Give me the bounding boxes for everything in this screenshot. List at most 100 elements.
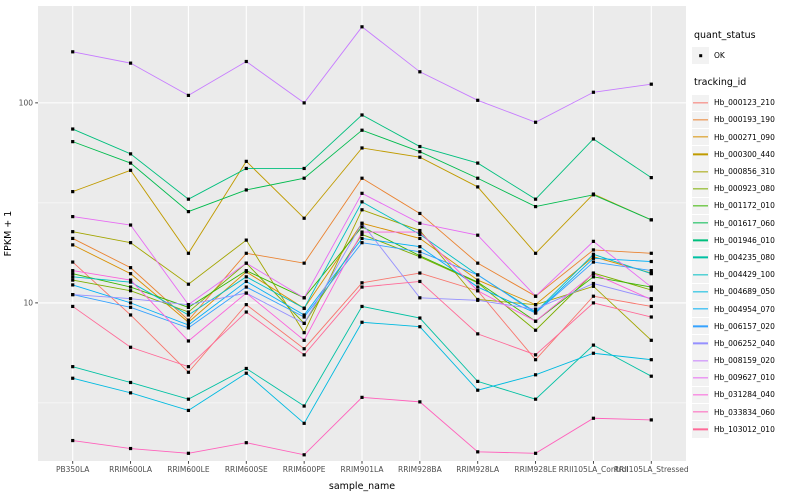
data-point <box>244 59 248 64</box>
data-point <box>418 150 422 154</box>
legend-title-quant-status: quant_status <box>694 30 756 41</box>
data-point <box>533 353 538 357</box>
data-point <box>649 315 653 319</box>
legend-key <box>692 352 709 369</box>
legend-key <box>692 180 709 197</box>
data-point <box>418 254 422 258</box>
x-tick-label: RRIM901LA <box>341 465 385 474</box>
legend-item: Hb_006157_020 <box>692 318 800 335</box>
line-swatch-icon <box>693 239 708 241</box>
data-point <box>186 210 191 214</box>
legend-label: Hb_000300_440 <box>714 149 775 159</box>
legend-key <box>692 146 709 163</box>
y-axis-title: FPKM + 1 <box>3 211 14 257</box>
legend-gap <box>692 64 800 77</box>
data-point <box>71 127 75 131</box>
data-point <box>360 25 364 29</box>
data-point <box>244 166 248 171</box>
data-point <box>186 365 191 369</box>
data-point <box>302 404 306 408</box>
data-point <box>244 269 248 273</box>
data-point <box>418 211 422 216</box>
data-point <box>476 289 480 293</box>
legend-label: Hb_001946_010 <box>714 235 775 245</box>
data-point <box>533 451 538 455</box>
data-point <box>476 379 480 384</box>
data-point <box>71 304 75 309</box>
legend-item: Hb_001172_010 <box>692 197 800 215</box>
data-point <box>649 251 653 255</box>
data-point <box>591 281 596 286</box>
legend-label: Hb_001617_060 <box>714 218 775 228</box>
data-point <box>71 190 75 194</box>
data-point <box>360 225 364 229</box>
data-point <box>302 296 306 300</box>
data-point <box>476 332 480 336</box>
line-swatch-icon <box>693 308 708 310</box>
data-point <box>128 289 133 293</box>
data-point <box>128 266 133 270</box>
legend-item: Hb_004429_100 <box>692 266 800 283</box>
line-swatch-icon <box>693 291 708 293</box>
legend-label: Hb_000923_080 <box>714 184 775 194</box>
data-point <box>128 305 133 309</box>
data-point <box>591 275 596 279</box>
data-point <box>244 285 248 289</box>
data-point <box>418 230 422 234</box>
x-tick-label: RRII105LA_Stressed <box>614 465 689 474</box>
data-point <box>360 191 364 195</box>
data-point <box>71 236 75 241</box>
data-point <box>186 303 191 307</box>
data-point <box>418 70 422 74</box>
line-swatch-icon <box>693 325 708 327</box>
data-point <box>244 303 248 307</box>
data-point <box>533 358 538 362</box>
x-tick-label: RRIM600PE <box>283 465 326 474</box>
legend-key <box>692 163 709 180</box>
data-point <box>302 421 306 425</box>
legend-item: Hb_000271_090 <box>692 128 800 146</box>
data-point <box>533 251 538 255</box>
data-point <box>244 366 248 371</box>
data-point <box>244 251 248 255</box>
plot-area-svg: 10 100 PB350LA RRIM600LA RRIM600LE RRIM600SE R… <box>3 6 689 492</box>
data-point <box>591 351 596 355</box>
legend-key <box>692 232 709 249</box>
line-swatch-icon <box>693 102 708 104</box>
data-point <box>71 50 75 54</box>
legend-label-ok: OK <box>714 51 725 61</box>
legend-label: Hb_004429_100 <box>714 270 775 280</box>
x-tick-label: RRIM600LE <box>167 465 210 474</box>
data-point <box>186 313 191 317</box>
data-point <box>649 218 653 222</box>
legend-key <box>692 318 709 335</box>
legend-label: Hb_031284_040 <box>714 390 775 400</box>
y-tick-label: 100 <box>19 98 34 107</box>
line-swatch-icon <box>693 411 708 413</box>
data-point <box>244 238 248 242</box>
data-point <box>128 391 133 395</box>
data-point <box>128 272 133 276</box>
data-point <box>649 176 653 180</box>
data-point <box>476 280 480 284</box>
legend-key <box>692 111 709 129</box>
line-swatch-icon <box>693 153 708 155</box>
data-point <box>128 301 133 305</box>
data-point <box>476 278 480 282</box>
legend-key <box>692 128 709 146</box>
legend-label: Hb_008159_020 <box>714 356 775 366</box>
legend-item: Hb_009627_010 <box>692 369 800 386</box>
legend-key <box>692 197 709 215</box>
data-point <box>360 128 364 132</box>
data-point <box>476 450 480 454</box>
legend-key <box>692 214 709 232</box>
data-point <box>360 281 364 285</box>
data-point <box>533 303 538 307</box>
legend-key <box>692 266 709 283</box>
data-point <box>476 176 480 180</box>
legend-item: Hb_031284_040 <box>692 386 800 404</box>
legend-key <box>692 335 709 352</box>
data-point <box>302 338 306 342</box>
data-point <box>533 319 538 323</box>
legend-item: Hb_001946_010 <box>692 232 800 249</box>
